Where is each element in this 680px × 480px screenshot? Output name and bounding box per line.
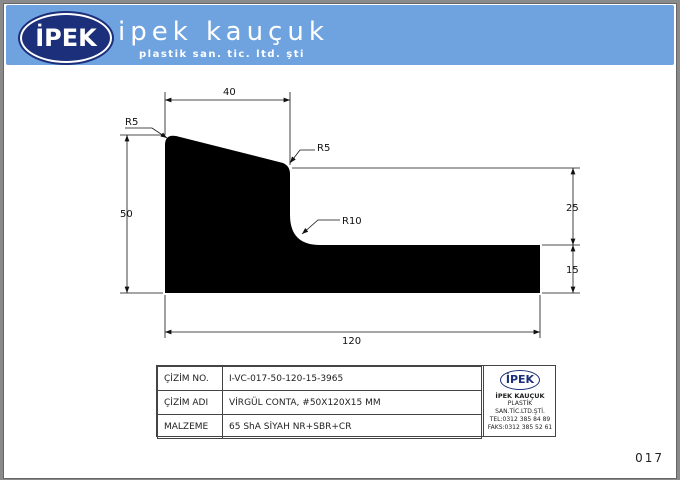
- dim-40: 40: [223, 87, 236, 98]
- company-info: İPEK İPEK KAUÇUK PLASTİK SAN.TİC.LTD.ŞTİ…: [483, 366, 556, 436]
- dim-50: 50: [120, 209, 133, 220]
- page-number: 017: [635, 451, 664, 465]
- company-logo-small: İPEK: [500, 370, 540, 390]
- radius-inner: R10: [342, 216, 362, 227]
- radius-top-left: R5: [125, 117, 138, 128]
- profile-shape: [165, 135, 540, 293]
- dim-25: 25: [566, 203, 579, 214]
- title-row-drawing-no: ÇİZİM NO. I-VC-017-50-120-15-3965: [157, 366, 482, 391]
- dim-120: 120: [342, 336, 361, 347]
- title-row-drawing-name: ÇİZİM ADI VİRGÜL CONTA, #50X120X15 MM: [157, 390, 482, 415]
- radius-top-right: R5: [317, 143, 330, 154]
- brand-name: ipek kauçuk: [118, 17, 329, 47]
- header-banner: İPEK ipek kauçuk plastik san. tic. ltd. …: [6, 5, 674, 65]
- brand-subtitle: plastik san. tic. ltd. şti: [139, 49, 305, 60]
- company-logo: İPEK: [20, 13, 112, 63]
- title-row-material: MALZEME 65 ShA SİYAH NR+SBR+CR: [157, 414, 482, 439]
- title-block: ÇİZİM NO. I-VC-017-50-120-15-3965 ÇİZİM A…: [156, 365, 556, 439]
- dim-15: 15: [566, 265, 579, 276]
